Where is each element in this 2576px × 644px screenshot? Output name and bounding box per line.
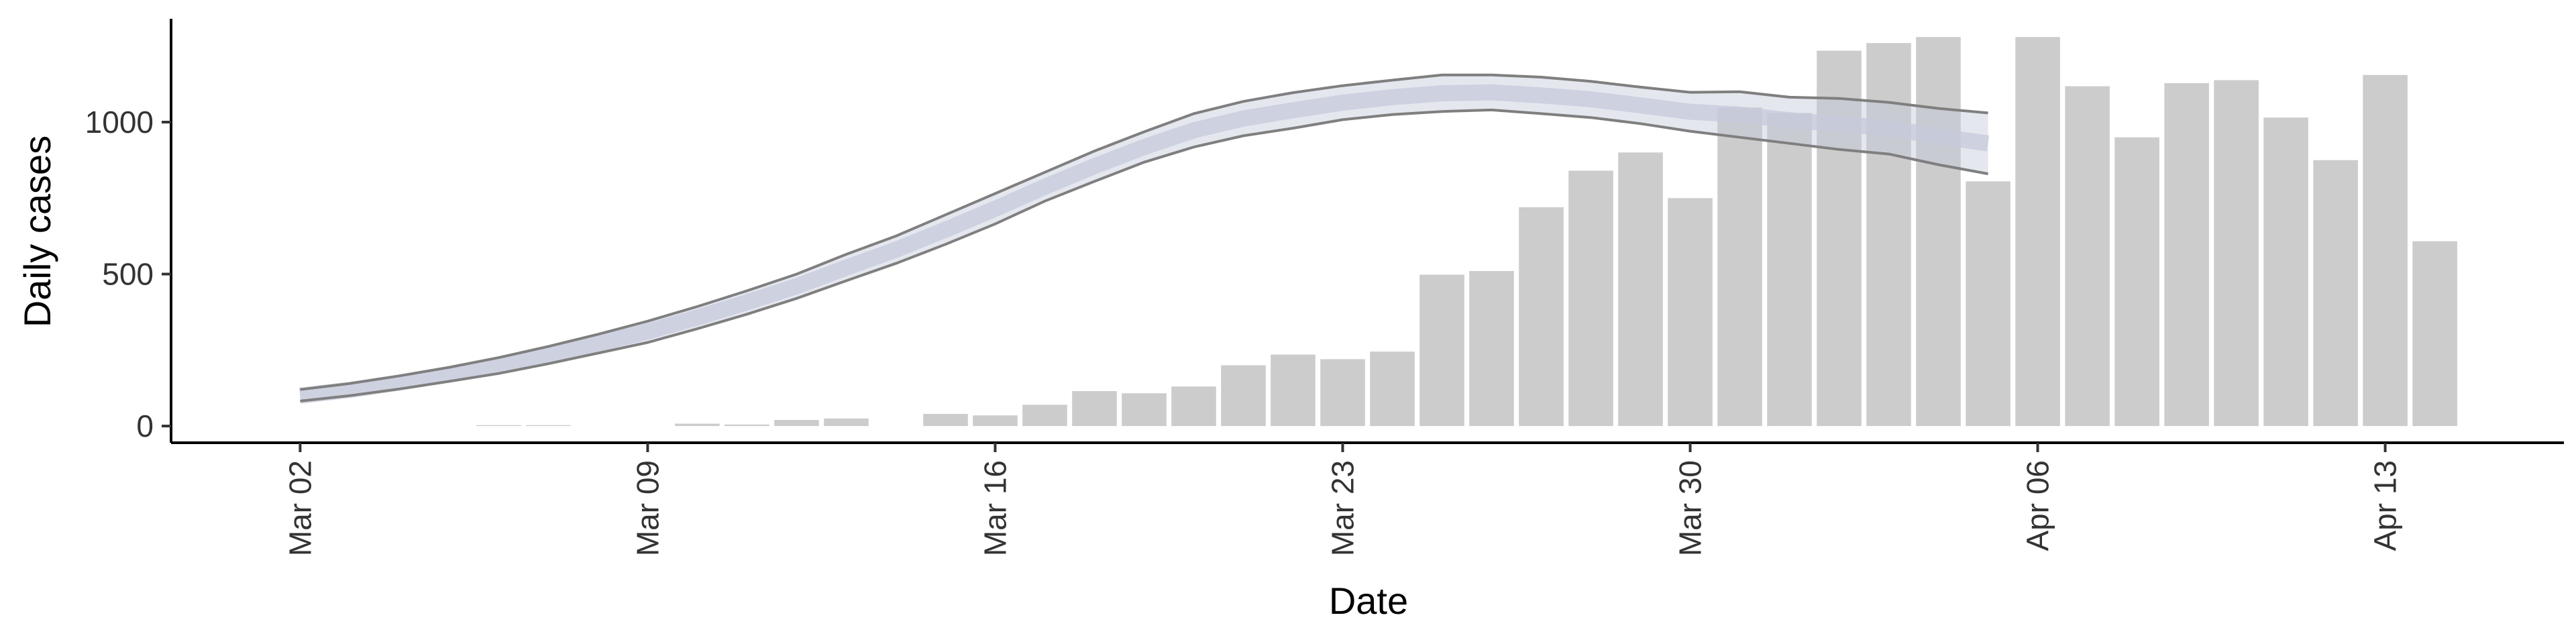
y-tick-label: 500	[102, 257, 154, 292]
bar	[1866, 43, 1911, 426]
x-tick-label: Mar 30	[1673, 460, 1708, 556]
bar	[1171, 386, 1216, 427]
bar	[1767, 113, 1812, 426]
bar	[675, 423, 720, 427]
bar	[1817, 50, 1862, 427]
bars-layer	[476, 37, 2457, 427]
y-axis-title: Daily cases	[16, 136, 58, 327]
x-tick-label: Mar 23	[1326, 460, 1360, 556]
bar	[1717, 107, 1762, 427]
bar	[2263, 117, 2308, 426]
x-tick-label: Apr 13	[2368, 460, 2403, 551]
bar	[1221, 365, 1266, 427]
x-tick-label: Mar 02	[282, 460, 317, 556]
x-tick-label: Mar 16	[978, 460, 1013, 556]
bar	[923, 414, 968, 427]
inner-band	[299, 84, 1990, 404]
bar	[1519, 207, 1564, 427]
bar	[1916, 37, 1961, 427]
y-tick-label: 1000	[85, 105, 154, 140]
bar	[2313, 160, 2358, 427]
y-tick-label: 0	[136, 409, 154, 443]
x-tick-label: Mar 09	[630, 460, 665, 556]
bar	[2065, 86, 2110, 427]
bar	[2114, 137, 2159, 427]
x-tick-label: Apr 06	[2021, 460, 2055, 551]
bar	[774, 420, 819, 427]
bar	[1966, 181, 2010, 427]
fit-layer	[299, 73, 1990, 404]
confidence-band	[300, 74, 1988, 401]
bar	[2214, 80, 2259, 427]
bar	[1320, 359, 1365, 427]
bar	[526, 425, 571, 427]
bar	[476, 425, 521, 427]
y-axis-ticks: 0 500 1000	[85, 105, 171, 443]
lower-bound-line	[300, 108, 1988, 402]
bar	[1618, 152, 1663, 427]
bar	[1469, 271, 1514, 427]
bar	[1271, 354, 1316, 427]
x-axis-title: Date	[1329, 580, 1408, 622]
x-axis-ticks: Mar 02 Mar 09 Mar 16 Mar 23 Mar 30 Apr 06 Apr …	[282, 443, 2403, 556]
bar	[2412, 241, 2457, 427]
bar	[824, 418, 869, 427]
bar	[1072, 391, 1117, 427]
bar	[2015, 37, 2060, 427]
bar	[1568, 170, 1613, 427]
bar	[1370, 352, 1415, 427]
bar	[1022, 405, 1067, 427]
bar	[724, 424, 769, 427]
bar	[1122, 393, 1167, 427]
bar	[1419, 274, 1464, 427]
bar	[2363, 74, 2408, 427]
bar	[973, 415, 1018, 427]
upper-bound-line	[300, 73, 1988, 391]
bar	[2164, 83, 2209, 426]
bar	[1668, 198, 1713, 427]
